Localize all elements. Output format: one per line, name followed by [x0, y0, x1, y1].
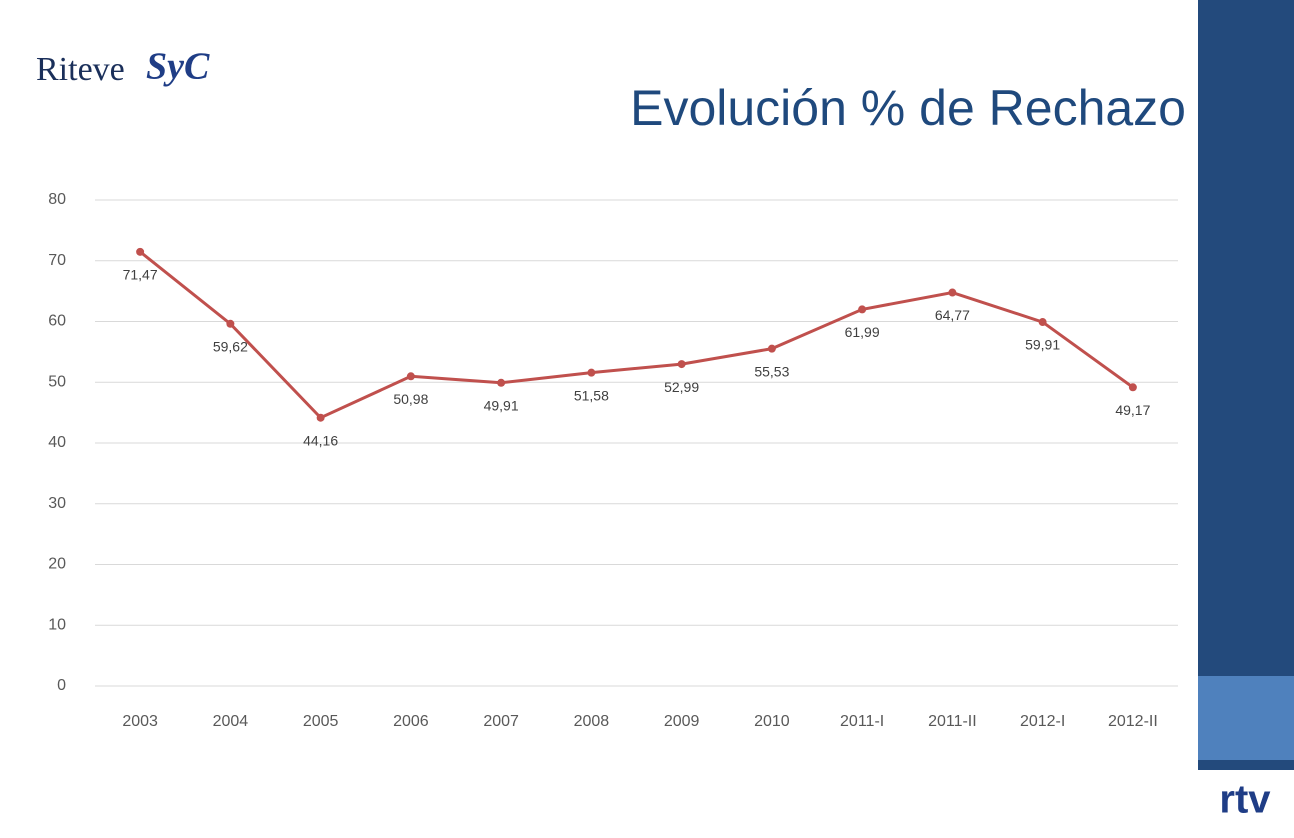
logo-name: Riteve [36, 51, 125, 88]
point [948, 288, 957, 297]
x-tick-label: 2009 [664, 713, 700, 730]
x-tick-label: 2003 [122, 713, 158, 730]
point [587, 368, 596, 377]
data-label: 49,17 [1115, 402, 1150, 418]
data-label: 50,98 [393, 391, 428, 407]
y-tick-label: 40 [48, 434, 66, 451]
point [677, 360, 686, 369]
logo-box [1198, 770, 1294, 838]
data-label: 59,62 [213, 339, 248, 355]
data-label: 61,99 [845, 324, 880, 340]
footer-logo: rtv [1219, 778, 1271, 822]
y-tick-label: 50 [48, 373, 66, 390]
x-tick-label: 2006 [393, 713, 429, 730]
data-label: 64,77 [935, 307, 970, 323]
y-tick-label: 20 [48, 556, 66, 573]
point [497, 378, 506, 387]
chart-title: Evolución % de Rechazo [630, 80, 1186, 136]
logo-script: SyC [146, 46, 210, 88]
point [767, 344, 776, 353]
x-tick-label: 2008 [574, 713, 610, 730]
y-tick-label: 30 [48, 495, 66, 512]
x-tick-label: 2012-I [1020, 713, 1065, 730]
x-tick-label: 2010 [754, 713, 790, 730]
x-tick-label: 2007 [483, 713, 519, 730]
line [139, 250, 1134, 420]
x-tick-label: 2012-II [1108, 713, 1158, 730]
y-tick-label: 60 [48, 313, 66, 330]
point [1038, 318, 1047, 327]
data-label: 71,47 [123, 267, 158, 283]
point [1128, 383, 1137, 392]
x-tick-label: 2004 [213, 713, 249, 730]
y-tick-label: 70 [48, 252, 66, 269]
point [136, 247, 145, 256]
point [858, 305, 867, 314]
x-tick-label: 2011-I [840, 713, 884, 730]
data-label: 52,99 [664, 379, 699, 395]
data-label: 49,91 [484, 397, 519, 413]
point [316, 413, 325, 422]
y-tick-label: 0 [57, 677, 66, 694]
x-tick-label: 2011-II [928, 713, 977, 730]
data-label: 59,91 [1025, 337, 1060, 353]
y-tick-label: 80 [48, 191, 66, 208]
y-tick-label: 10 [48, 616, 66, 633]
point [406, 372, 415, 381]
data-label: 51,58 [574, 387, 609, 403]
side-band [1198, 676, 1294, 760]
data-label: 55,53 [754, 363, 789, 379]
data-label: 44,16 [303, 432, 338, 448]
x-tick-label: 2005 [303, 713, 339, 730]
point [226, 319, 235, 328]
